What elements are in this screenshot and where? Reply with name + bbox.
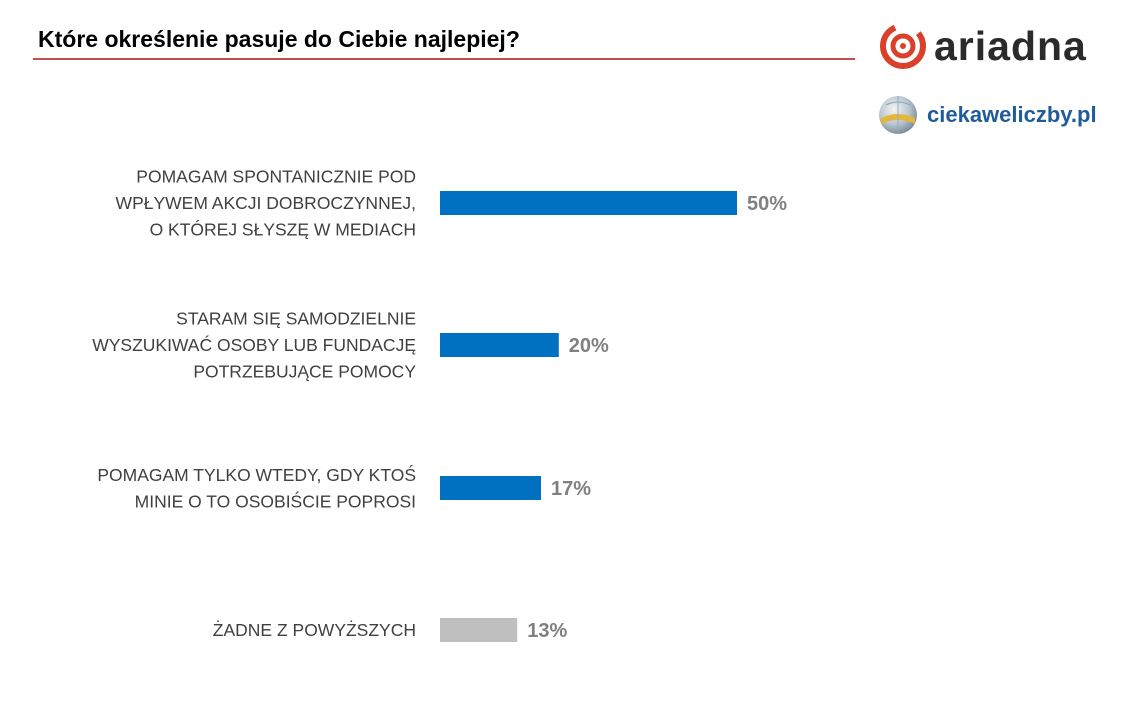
value-label-1: 50% xyxy=(747,193,787,215)
category-label-1: POMAGAM SPONTANICZNIE POD WPŁYWEM AKCJI D… xyxy=(116,167,416,240)
page-title: Które określenie pasuje do Ciebie najlep… xyxy=(38,26,520,52)
bar-1 xyxy=(440,191,737,215)
site-name: ciekaweliczby.pl xyxy=(927,102,1097,127)
value-label-3: 17% xyxy=(551,478,591,500)
ariadna-wordmark: ariadna xyxy=(934,22,1087,69)
bar-2 xyxy=(440,333,559,357)
title-underline xyxy=(33,58,855,60)
value-label-4: 13% xyxy=(527,620,567,642)
category-label-2: STARAM SIĘ SAMODZIELNIE WYSZUKIWAĆ OSOBY … xyxy=(92,309,416,382)
ariadna-logo-icon xyxy=(880,23,926,69)
globe-icon xyxy=(879,96,917,134)
value-label-2: 20% xyxy=(569,335,609,357)
ciekaweliczby-logo: ciekaweliczby.pl xyxy=(877,91,1117,139)
category-label-4: ŻADNE Z POWYŻSZYCH xyxy=(213,620,416,640)
bar-4 xyxy=(440,618,518,642)
ariadna-logo: ariadna xyxy=(878,20,1114,72)
category-label-3: POMAGAM TYLKO WTEDY, GDY KTOŚ MINIE O TO … xyxy=(97,464,416,512)
bar-3 xyxy=(440,476,541,500)
